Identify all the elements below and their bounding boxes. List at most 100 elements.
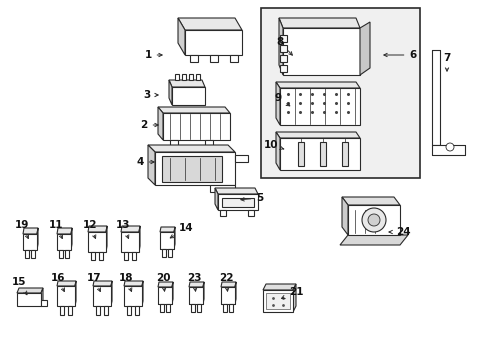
Polygon shape <box>124 281 142 286</box>
Polygon shape <box>59 250 63 258</box>
Polygon shape <box>71 228 72 250</box>
Polygon shape <box>222 198 253 207</box>
Polygon shape <box>172 282 173 304</box>
Text: 15: 15 <box>12 277 27 295</box>
Polygon shape <box>275 132 359 138</box>
Text: 6: 6 <box>383 50 416 60</box>
Polygon shape <box>75 281 76 306</box>
Polygon shape <box>163 113 229 140</box>
Polygon shape <box>17 293 41 306</box>
Polygon shape <box>280 138 359 170</box>
Polygon shape <box>215 188 258 194</box>
Polygon shape <box>104 306 108 315</box>
Polygon shape <box>263 290 292 312</box>
Text: 20: 20 <box>156 273 170 291</box>
Polygon shape <box>292 284 295 312</box>
Polygon shape <box>215 188 218 210</box>
Polygon shape <box>165 304 170 312</box>
Polygon shape <box>229 55 238 62</box>
Polygon shape <box>197 304 201 312</box>
Polygon shape <box>60 306 64 315</box>
Polygon shape <box>247 210 253 216</box>
Polygon shape <box>275 132 280 170</box>
Polygon shape <box>158 287 172 304</box>
Polygon shape <box>184 30 242 55</box>
Polygon shape <box>204 140 213 147</box>
Text: 9: 9 <box>274 93 289 106</box>
Polygon shape <box>17 288 43 293</box>
Polygon shape <box>139 226 140 252</box>
Polygon shape <box>341 197 399 205</box>
Polygon shape <box>23 234 37 250</box>
Polygon shape <box>280 35 286 42</box>
Circle shape <box>445 143 453 151</box>
Polygon shape <box>178 18 184 55</box>
Text: 7: 7 <box>443 53 450 71</box>
Polygon shape <box>160 304 163 312</box>
Polygon shape <box>280 45 286 52</box>
Text: 17: 17 <box>86 273 101 292</box>
Polygon shape <box>91 252 95 260</box>
Polygon shape <box>132 252 136 260</box>
Polygon shape <box>57 234 71 250</box>
Text: 1: 1 <box>144 50 162 60</box>
Polygon shape <box>280 65 286 72</box>
Polygon shape <box>121 226 140 232</box>
Polygon shape <box>347 205 399 235</box>
Text: 23: 23 <box>186 273 201 291</box>
Polygon shape <box>275 82 280 125</box>
Circle shape <box>367 214 379 226</box>
Polygon shape <box>182 74 185 80</box>
Text: 18: 18 <box>119 273 133 292</box>
Circle shape <box>361 208 385 232</box>
Polygon shape <box>235 155 247 162</box>
Text: 10: 10 <box>263 140 283 150</box>
Polygon shape <box>111 281 112 306</box>
Polygon shape <box>279 18 283 75</box>
Polygon shape <box>106 226 107 252</box>
Polygon shape <box>191 304 195 312</box>
Polygon shape <box>158 107 229 113</box>
Text: 14: 14 <box>170 223 193 238</box>
Polygon shape <box>169 80 172 105</box>
Polygon shape <box>189 287 203 304</box>
Polygon shape <box>339 235 407 245</box>
Text: 19: 19 <box>15 220 29 239</box>
Polygon shape <box>31 250 35 258</box>
Polygon shape <box>172 87 204 105</box>
Polygon shape <box>280 55 286 62</box>
Polygon shape <box>148 145 235 152</box>
Polygon shape <box>283 28 359 75</box>
Polygon shape <box>341 197 347 235</box>
Polygon shape <box>160 232 174 249</box>
Polygon shape <box>88 226 107 232</box>
Text: 4: 4 <box>136 157 154 167</box>
Polygon shape <box>280 88 359 125</box>
Polygon shape <box>57 228 72 234</box>
Polygon shape <box>155 152 235 185</box>
Polygon shape <box>220 210 225 216</box>
Bar <box>261 8 419 178</box>
Text: 12: 12 <box>82 220 97 238</box>
Polygon shape <box>228 304 232 312</box>
Polygon shape <box>178 18 242 30</box>
Polygon shape <box>169 80 204 87</box>
Polygon shape <box>121 232 139 252</box>
Polygon shape <box>158 282 173 287</box>
Polygon shape <box>223 304 226 312</box>
Polygon shape <box>65 250 69 258</box>
Polygon shape <box>279 18 359 28</box>
Polygon shape <box>25 250 29 258</box>
Polygon shape <box>88 232 106 252</box>
Polygon shape <box>359 22 369 75</box>
Text: 5: 5 <box>241 193 263 203</box>
Polygon shape <box>99 252 103 260</box>
Polygon shape <box>196 74 200 80</box>
Text: 16: 16 <box>51 273 65 292</box>
Polygon shape <box>158 107 163 140</box>
Polygon shape <box>148 145 155 185</box>
Polygon shape <box>37 228 38 250</box>
Polygon shape <box>175 74 179 80</box>
Polygon shape <box>170 140 178 147</box>
Polygon shape <box>124 252 128 260</box>
